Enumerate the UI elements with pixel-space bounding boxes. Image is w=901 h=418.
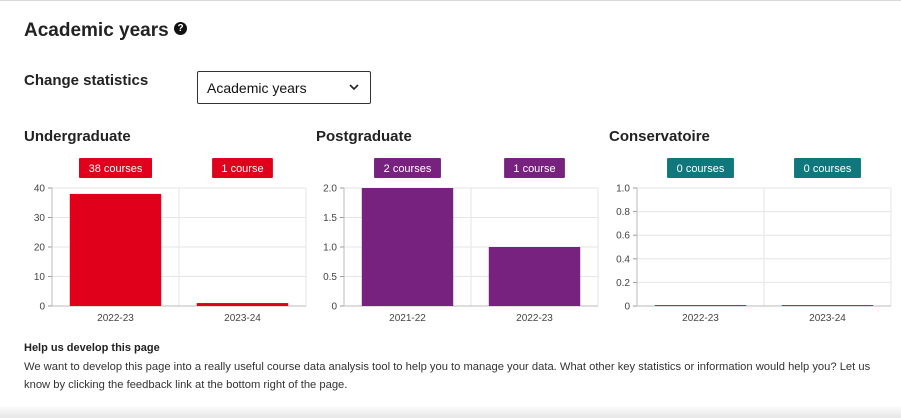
x-tick-label: 2021-22 — [389, 313, 426, 324]
footer-text: We want to develop this page into a real… — [24, 361, 871, 391]
question-circle-icon[interactable]: ? — [174, 22, 187, 35]
course-count-badge — [504, 158, 565, 178]
course-count-badge-label: 1 course — [221, 163, 263, 175]
bar — [361, 188, 454, 306]
chevron-down-icon — [349, 84, 359, 91]
x-tick-label: 2023-24 — [224, 313, 261, 324]
x-tick-label: 2022-23 — [682, 313, 719, 324]
change-statistics-label: Change statistics — [24, 72, 149, 89]
bar — [654, 305, 747, 306]
conservatoire-chart: 0 0.2 0.4 0.6 0.8 1.0 2022-23 0 courses 2023-24 0… — [616, 158, 892, 324]
y-tick-label: 1.0 — [323, 243, 337, 254]
y-tick-label: 10 — [34, 272, 46, 283]
page-title: Academic years — [24, 20, 169, 41]
course-count-badge — [212, 158, 273, 178]
y-tick-label: 1.5 — [323, 213, 337, 224]
postgraduate-chart-title: Postgraduate — [316, 128, 412, 145]
course-count-badge — [794, 158, 861, 178]
bar — [196, 303, 289, 306]
course-count-badge — [79, 158, 152, 178]
y-tick-label: 0.4 — [616, 254, 630, 265]
course-count-badge-label: 38 courses — [89, 163, 143, 175]
y-tick-label: 0.2 — [616, 278, 630, 289]
y-tick-label: 0.5 — [323, 272, 337, 283]
y-tick-label: 30 — [34, 213, 46, 224]
course-count-badge-label: 0 courses — [804, 163, 852, 175]
postgraduate-chart: 0 0.5 1.0 1.5 2.0 2021-22 2 courses 2022-23 1 co… — [323, 158, 599, 324]
bar — [488, 247, 581, 306]
y-tick-label: 0 — [331, 302, 337, 313]
y-tick-label: 0.6 — [616, 231, 630, 242]
y-tick-label: 0 — [39, 302, 45, 313]
statistics-select[interactable]: Academic years — [197, 71, 371, 104]
course-count-badge-label: 2 courses — [384, 163, 432, 175]
y-tick-label: 0 — [624, 302, 630, 313]
y-tick-label: 0.8 — [616, 207, 630, 218]
undergraduate-chart: 0 10 20 30 40 2022-23 38 courses 2023-24 1 cours… — [34, 158, 307, 324]
y-tick-label: 1.0 — [616, 184, 630, 195]
x-tick-label: 2023-24 — [809, 313, 846, 324]
course-count-badge-label: 1 course — [513, 163, 555, 175]
course-count-badge — [667, 158, 734, 178]
bar — [781, 305, 874, 306]
top-divider — [0, 0, 901, 3]
y-tick-label: 40 — [34, 184, 46, 195]
y-tick-label: 2.0 — [323, 184, 337, 195]
undergraduate-chart-title: Undergraduate — [24, 128, 131, 145]
x-tick-label: 2022-23 — [516, 313, 553, 324]
bottom-shadow — [0, 405, 901, 418]
conservatoire-chart-title: Conservatoire — [609, 128, 710, 145]
footer-title: Help us develop this page — [24, 342, 160, 354]
course-count-badge-label: 0 courses — [677, 163, 725, 175]
bar — [69, 193, 162, 306]
course-count-badge — [374, 158, 441, 178]
statistics-select-value: Academic years — [207, 80, 307, 96]
y-tick-label: 20 — [34, 243, 46, 254]
x-tick-label: 2022-23 — [97, 313, 134, 324]
